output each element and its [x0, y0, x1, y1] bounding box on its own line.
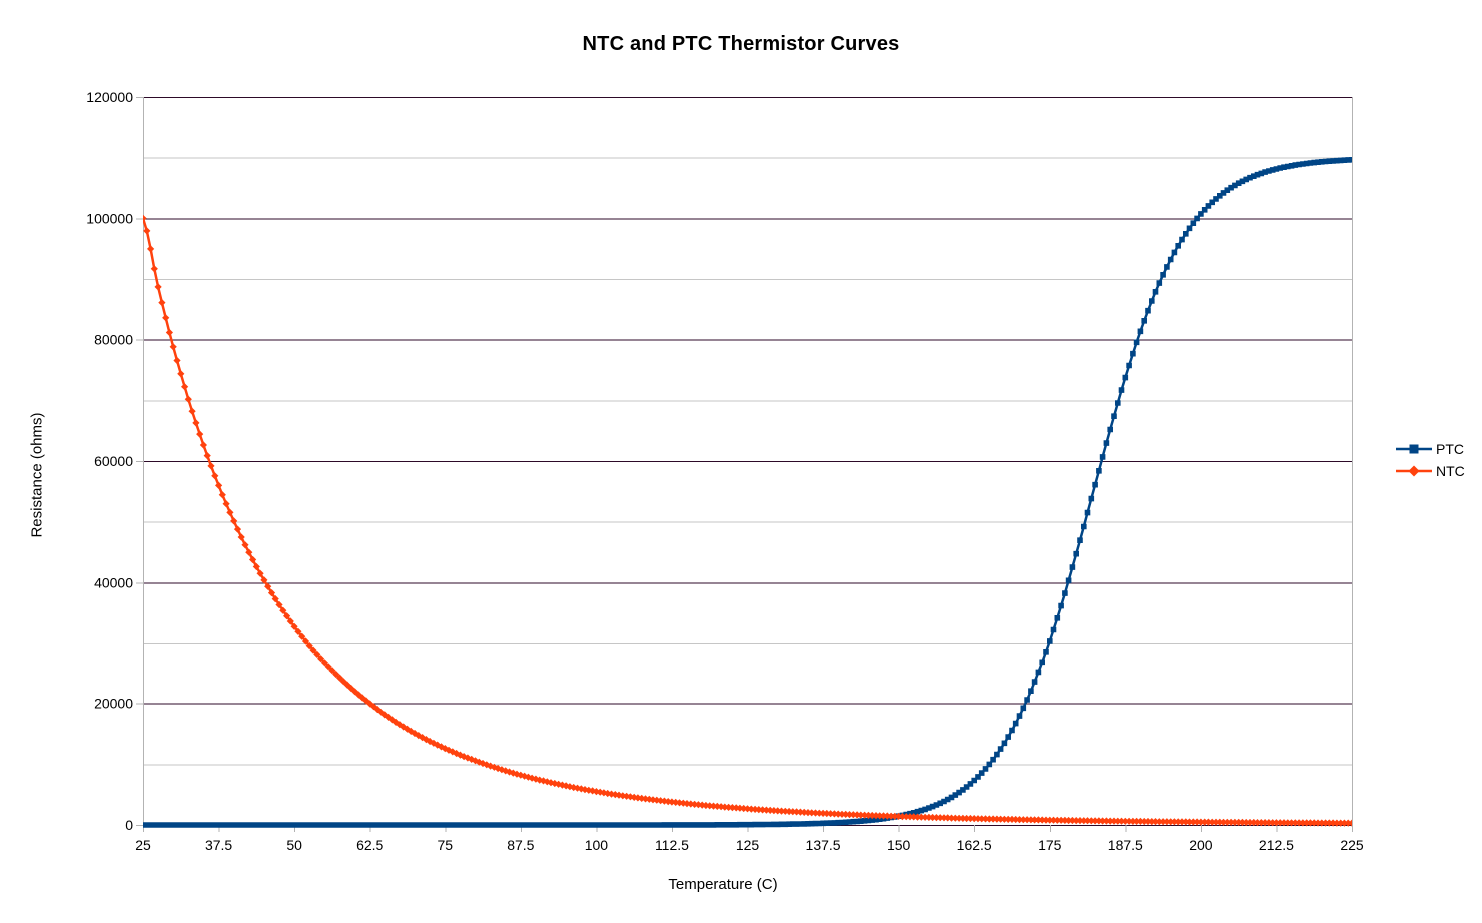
x-tick-label: 37.5 — [205, 837, 232, 853]
legend-label-ptc: PTC — [1436, 441, 1464, 457]
chart-title: NTC and PTC Thermistor Curves — [582, 33, 900, 55]
x-tick-label: 187.5 — [1108, 837, 1143, 853]
y-tick-label: 100000 — [86, 210, 133, 226]
x-tick-label: 150 — [887, 837, 911, 853]
y-tick-label: 60000 — [94, 453, 133, 469]
ptc-markers — [143, 157, 1352, 828]
ntc-legend-marker — [1396, 465, 1432, 477]
y-tick-label: 120000 — [86, 89, 133, 105]
x-tick-label: 100 — [585, 837, 609, 853]
x-tick-label: 200 — [1189, 837, 1213, 853]
legend-label-ntc: NTC — [1436, 463, 1465, 479]
x-tick-label: 212.5 — [1259, 837, 1294, 853]
x-axis-title: Temperature (C) — [668, 876, 778, 893]
y-tick-label: 20000 — [94, 696, 133, 712]
ntc-curve — [143, 217, 1352, 825]
y-tick-label: 80000 — [94, 332, 133, 348]
x-tick-label: 112.5 — [655, 837, 689, 853]
x-tick-label: 25 — [135, 837, 151, 853]
legend: PTC NTC — [1396, 438, 1465, 482]
x-tick-label: 162.5 — [957, 837, 992, 853]
x-tick-label: 87.5 — [507, 837, 534, 853]
y-tick-label: 0 — [125, 817, 133, 833]
x-tick-label: 75 — [437, 837, 453, 853]
x-tick-label: 175 — [1038, 837, 1062, 853]
y-tick-label: 40000 — [94, 574, 133, 590]
x-tick-label: 137.5 — [806, 837, 841, 853]
ntc-markers — [143, 214, 1352, 827]
ptc-legend-marker — [1396, 444, 1432, 454]
legend-item-ptc: PTC — [1396, 438, 1465, 460]
x-tick-label: 62.5 — [356, 837, 383, 853]
x-tick-label: 125 — [736, 837, 760, 853]
x-tick-label: 225 — [1340, 837, 1364, 853]
legend-item-ntc: NTC — [1396, 460, 1465, 482]
x-tick-label: 50 — [286, 837, 302, 853]
